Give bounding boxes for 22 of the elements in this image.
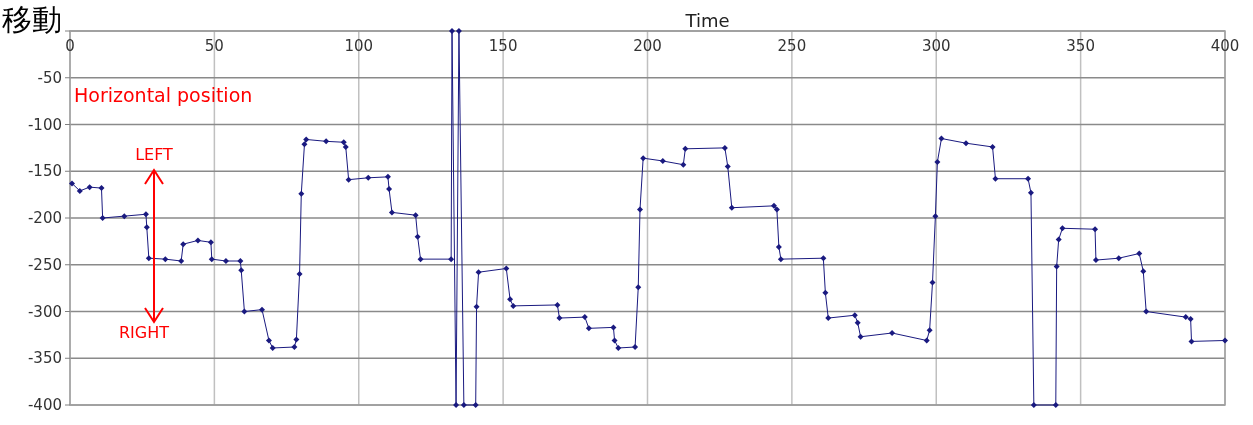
annotation: LEFT xyxy=(135,145,174,164)
x-tick-label: 300 xyxy=(921,37,951,55)
y-tick-label: -400 xyxy=(27,396,62,414)
annotation: RIGHT xyxy=(118,323,170,342)
x-tick-label: 0 xyxy=(65,37,75,55)
y-tick-label: -200 xyxy=(27,209,62,227)
x-tick-label: 400 xyxy=(1210,37,1240,55)
y-tick-label: -100 xyxy=(27,115,62,134)
x-tick-label: 350 xyxy=(1066,37,1095,55)
x-tick-label: 150 xyxy=(488,37,518,55)
y-tick-label: -250 xyxy=(27,255,62,274)
x-tick-label: 50 xyxy=(204,37,224,55)
x-tick-label: 100 xyxy=(344,37,374,55)
y-tick-label: -300 xyxy=(27,302,62,321)
x-axis-title: Time xyxy=(684,10,730,31)
x-tick-label: 200 xyxy=(633,37,662,55)
annotation: Horizontal position xyxy=(74,84,253,106)
y-tick-label: -150 xyxy=(27,162,62,181)
x-tick-label: 250 xyxy=(777,37,807,55)
chart-title: 移動 xyxy=(2,2,62,37)
y-tick-label: -350 xyxy=(27,349,62,368)
y-tick-label: -50 xyxy=(37,68,62,87)
